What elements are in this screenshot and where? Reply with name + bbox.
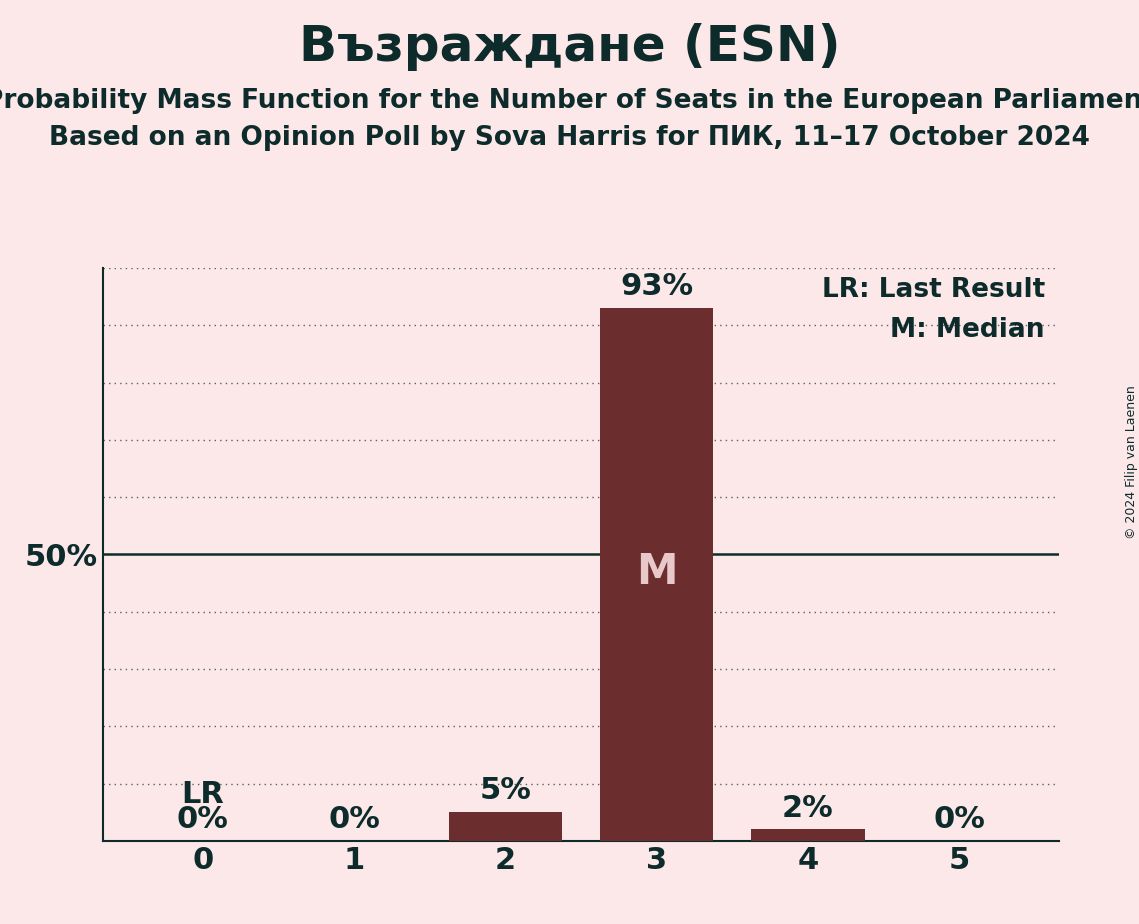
Text: 0%: 0% — [933, 805, 985, 834]
Text: M: Median: M: Median — [891, 317, 1044, 343]
Text: 5%: 5% — [480, 776, 531, 806]
Text: © 2024 Filip van Laenen: © 2024 Filip van Laenen — [1124, 385, 1138, 539]
Text: 0%: 0% — [177, 805, 229, 834]
Text: 2%: 2% — [781, 794, 834, 822]
Text: LR: Last Result: LR: Last Result — [821, 276, 1044, 302]
Text: Възраждане (ESN): Възраждане (ESN) — [298, 23, 841, 71]
Text: Probability Mass Function for the Number of Seats in the European Parliament: Probability Mass Function for the Number… — [0, 88, 1139, 114]
Text: 0%: 0% — [328, 805, 380, 834]
Text: Based on an Opinion Poll by Sova Harris for ПИК, 11–17 October 2024: Based on an Opinion Poll by Sova Harris … — [49, 125, 1090, 151]
Text: LR: LR — [181, 781, 224, 809]
Bar — [449, 812, 562, 841]
Bar — [600, 308, 713, 841]
Text: M: M — [636, 551, 678, 592]
Text: 93%: 93% — [620, 273, 694, 301]
Bar — [751, 830, 865, 841]
